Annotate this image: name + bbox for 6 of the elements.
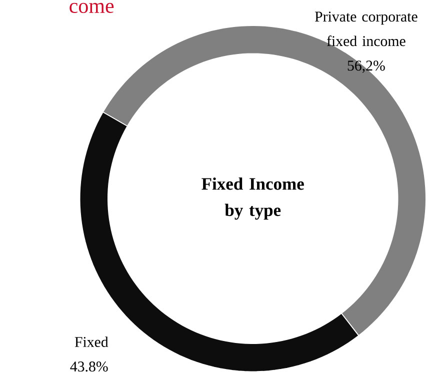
slice-label: Private corporate fixed income (314, 12, 418, 46)
chart-title: come (70, 3, 114, 14)
slice-label: Fixed (74, 336, 108, 348)
data-label: 43.8% (70, 362, 108, 372)
text: Fixed Income by type (202, 178, 304, 220)
data-label: 56,2% (348, 60, 385, 74)
